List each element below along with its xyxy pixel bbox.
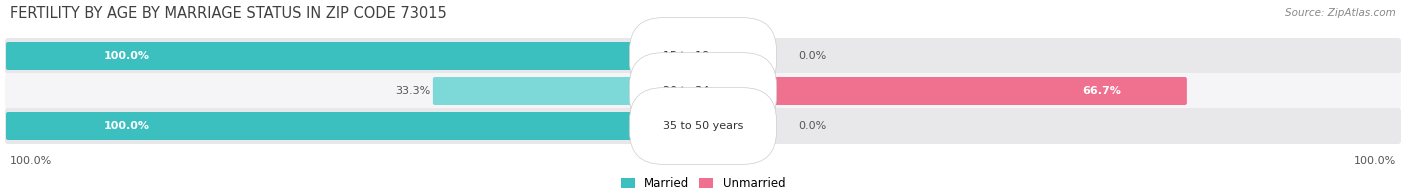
Text: Source: ZipAtlas.com: Source: ZipAtlas.com: [1285, 8, 1396, 18]
Text: 35 to 50 years: 35 to 50 years: [662, 121, 744, 131]
Text: 0.0%: 0.0%: [799, 51, 827, 61]
Text: 66.7%: 66.7%: [1083, 86, 1121, 96]
Text: 33.3%: 33.3%: [395, 86, 430, 96]
Text: 15 to 19 years: 15 to 19 years: [662, 51, 744, 61]
FancyBboxPatch shape: [6, 108, 1400, 144]
Text: 0.0%: 0.0%: [799, 121, 827, 131]
Text: 100.0%: 100.0%: [10, 156, 52, 166]
FancyBboxPatch shape: [433, 77, 650, 105]
Text: 20 to 34 years: 20 to 34 years: [662, 86, 744, 96]
Text: 100.0%: 100.0%: [1354, 156, 1396, 166]
FancyBboxPatch shape: [6, 112, 650, 140]
Text: 100.0%: 100.0%: [104, 51, 150, 61]
Text: 100.0%: 100.0%: [104, 121, 150, 131]
FancyBboxPatch shape: [6, 38, 1400, 74]
FancyBboxPatch shape: [6, 42, 650, 70]
FancyBboxPatch shape: [6, 73, 1400, 109]
FancyBboxPatch shape: [756, 77, 1187, 105]
Text: FERTILITY BY AGE BY MARRIAGE STATUS IN ZIP CODE 73015: FERTILITY BY AGE BY MARRIAGE STATUS IN Z…: [10, 5, 447, 21]
Legend: Married, Unmarried: Married, Unmarried: [620, 177, 786, 190]
